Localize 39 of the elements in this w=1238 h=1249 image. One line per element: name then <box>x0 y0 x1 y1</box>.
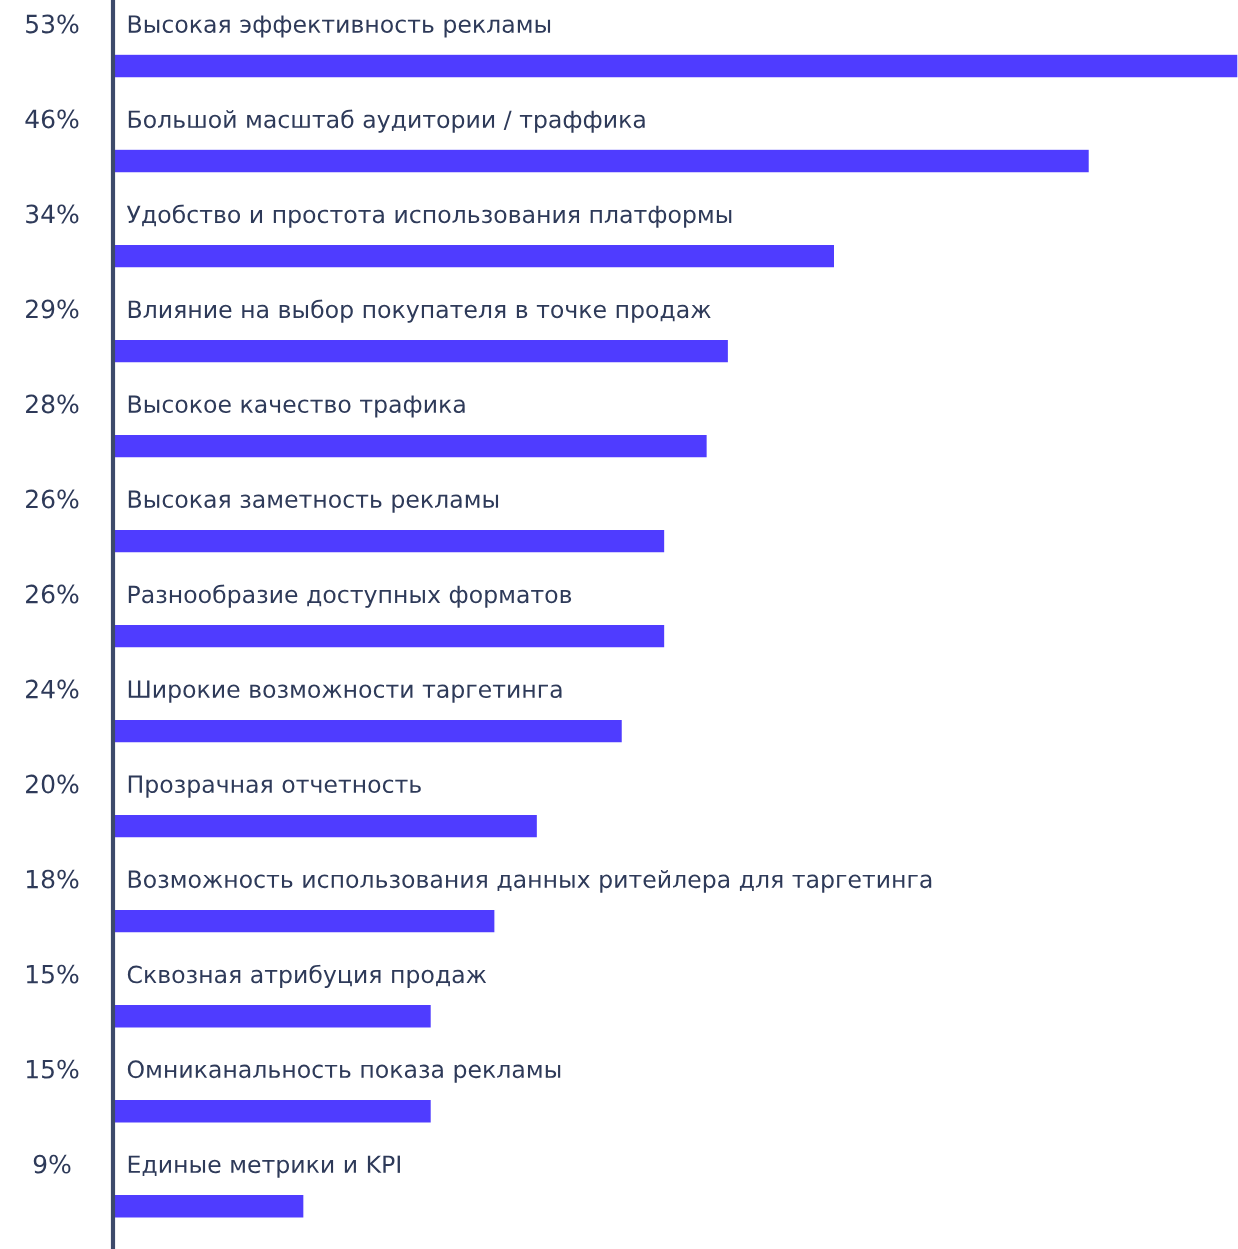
bar <box>113 433 709 459</box>
bar <box>113 718 624 744</box>
data-label: 15% <box>26 964 79 984</box>
bar <box>113 528 666 554</box>
y-tick-label: Высокая заметность рекламы <box>128 490 499 513</box>
data-label: 28% <box>26 394 79 414</box>
y-tick-label: Омниканальность показа рекламы <box>127 1060 561 1083</box>
bar <box>113 623 666 649</box>
y-tick-label: Сквозная атрибуция продаж <box>127 964 487 988</box>
data-label: 24% <box>26 679 79 699</box>
data-label: 34% <box>26 204 79 224</box>
data-label: 9% <box>33 1154 71 1174</box>
bar <box>113 243 836 269</box>
bar <box>113 1003 433 1029</box>
bar <box>113 53 1238 79</box>
y-tick-label: Широкие возможности таргетинга <box>128 680 562 703</box>
data-label: 18% <box>26 869 79 889</box>
y-tick-label: Возможность использования данных ритейлера для таргетинга <box>128 869 932 893</box>
bar <box>113 1193 305 1219</box>
y-tick-label: Высокое качество трафика <box>128 395 465 418</box>
bar <box>113 908 496 934</box>
y-tick-label: Влияние на выбор покупателя в точке продаж <box>128 299 711 323</box>
data-label: 53% <box>26 14 79 34</box>
y-tick-label: Прозрачная отчетность <box>128 775 421 798</box>
y-tick-label: Разнообразие доступных форматов <box>128 584 572 608</box>
data-label: 26% <box>26 584 79 604</box>
data-label: 29% <box>26 299 79 319</box>
y-tick-label: Единые метрики и KPI <box>128 1155 400 1178</box>
y-tick-label: Высокая эффективность рекламы <box>128 15 551 38</box>
data-label: 26% <box>26 489 79 509</box>
bar <box>113 338 730 364</box>
bar <box>113 148 1091 174</box>
data-label: 46% <box>25 109 79 129</box>
bar <box>113 1098 433 1124</box>
y-tick-label: Удобство и простота использования платформы <box>126 204 732 228</box>
data-label: 20% <box>26 774 79 794</box>
data-label: 15% <box>26 1059 79 1079</box>
y-tick-label: Большой масштаб аудитории / траффика <box>128 109 645 133</box>
bar <box>113 813 539 839</box>
